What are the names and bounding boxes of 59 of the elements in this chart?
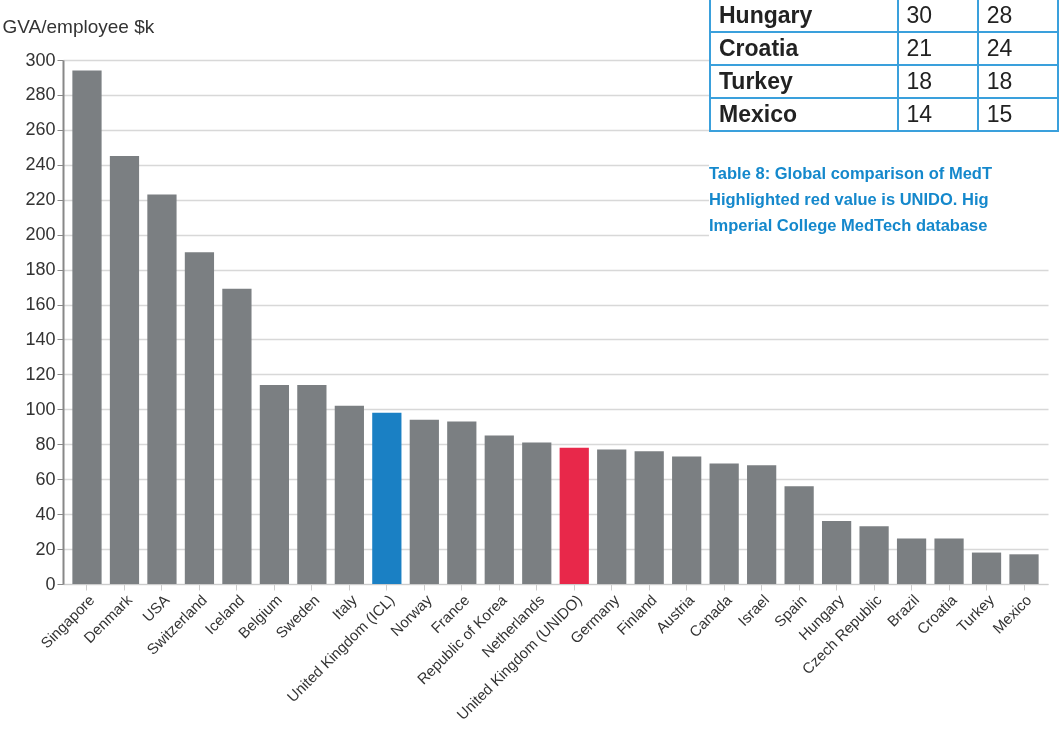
y-tick-label: 140 bbox=[25, 328, 56, 349]
y-tick-label: 160 bbox=[25, 294, 56, 315]
annotation: Imperial College MedTech database bbox=[709, 215, 989, 236]
y-tick-label: 220 bbox=[25, 189, 56, 210]
bar bbox=[634, 451, 664, 584]
annotation: Table 8: Global comparison of MedT bbox=[709, 163, 993, 184]
data-label: 18 bbox=[897, 65, 978, 98]
y-tick-label: 180 bbox=[25, 259, 56, 280]
bar bbox=[297, 384, 327, 584]
y-tick-label: 100 bbox=[25, 398, 56, 419]
bar bbox=[1009, 554, 1039, 584]
bar bbox=[484, 435, 514, 584]
y-tick-label: 80 bbox=[35, 433, 56, 454]
y-tick-label: 20 bbox=[35, 538, 56, 559]
bar bbox=[222, 288, 252, 584]
y-tick-label: 240 bbox=[25, 154, 56, 175]
category-label: Turkey bbox=[710, 65, 898, 98]
bar bbox=[784, 486, 814, 584]
x-tick-label: Italy bbox=[328, 590, 361, 623]
y-tick-label: 260 bbox=[25, 119, 56, 140]
data-label: 28 bbox=[977, 0, 1058, 32]
y-tick-label: 200 bbox=[25, 224, 56, 245]
bar bbox=[672, 456, 702, 584]
bar bbox=[597, 449, 627, 584]
y-tick-label: 0 bbox=[45, 573, 56, 594]
bar bbox=[409, 419, 439, 584]
bar bbox=[72, 70, 102, 584]
y-tick-label: 120 bbox=[25, 363, 56, 384]
y-tick-label: 40 bbox=[35, 503, 56, 524]
bar bbox=[709, 463, 739, 584]
category-label: Hungary bbox=[710, 0, 898, 32]
bar bbox=[372, 412, 402, 584]
data-label: 30 bbox=[897, 0, 978, 32]
bar bbox=[821, 521, 852, 584]
data-label: 18 bbox=[977, 65, 1058, 98]
bar bbox=[896, 538, 927, 584]
bar bbox=[334, 405, 364, 584]
bar bbox=[971, 552, 1002, 584]
annotation: Highlighted red value is UNIDO. Hig bbox=[709, 189, 990, 210]
category-label: Croatia bbox=[710, 32, 898, 65]
data-label: 14 bbox=[897, 98, 978, 131]
bar bbox=[859, 526, 889, 584]
bar bbox=[934, 538, 964, 584]
bar bbox=[147, 194, 177, 584]
bar bbox=[109, 156, 140, 584]
bar bbox=[447, 421, 477, 584]
data-label: 15 bbox=[977, 98, 1058, 131]
category-label: Mexico bbox=[710, 98, 898, 131]
y-tick-label: 60 bbox=[35, 468, 56, 489]
bar bbox=[184, 252, 215, 584]
bar bbox=[259, 384, 290, 584]
bar bbox=[747, 465, 777, 584]
data-label: 21 bbox=[897, 32, 978, 65]
y-axis-title: GVA/employee $k bbox=[2, 15, 155, 37]
data-label: 24 bbox=[977, 32, 1058, 65]
bar bbox=[522, 442, 552, 584]
y-tick-label: 280 bbox=[25, 84, 56, 105]
y-tick-label: 300 bbox=[25, 49, 56, 70]
bar bbox=[559, 447, 589, 584]
